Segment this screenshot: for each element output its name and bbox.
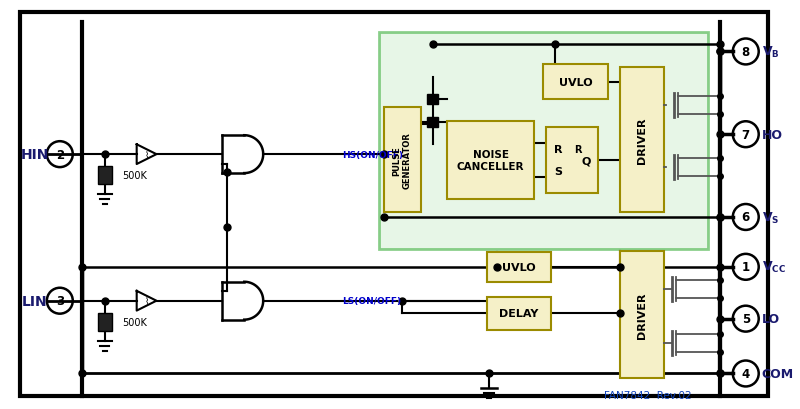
Text: LS(ON/OFF): LS(ON/OFF) <box>342 297 401 306</box>
Text: UVLO: UVLO <box>559 78 593 88</box>
Text: 6: 6 <box>742 211 750 224</box>
Text: HIN: HIN <box>21 148 49 162</box>
Text: DRIVER: DRIVER <box>637 117 647 164</box>
Text: $\mathbf{V_S}$: $\mathbf{V_S}$ <box>762 210 779 225</box>
Text: COM: COM <box>762 367 794 380</box>
Bar <box>446 122 534 200</box>
Text: PULSE
GENERATOR: PULSE GENERATOR <box>393 132 412 189</box>
Text: Q: Q <box>582 156 591 166</box>
Text: LIN: LIN <box>22 294 48 308</box>
Text: 3: 3 <box>56 294 64 308</box>
Bar <box>620 68 664 212</box>
Text: 5: 5 <box>742 312 750 325</box>
Text: R: R <box>574 145 582 155</box>
Text: 500K: 500K <box>122 317 147 327</box>
Text: $\mathbf{V_B}$: $\mathbf{V_B}$ <box>762 45 779 60</box>
Text: $\mathbf{V_{CC}}$: $\mathbf{V_{CC}}$ <box>762 260 786 275</box>
Text: R: R <box>554 145 563 155</box>
Bar <box>379 32 708 249</box>
Bar <box>486 252 551 282</box>
Text: ⌇: ⌇ <box>144 150 149 159</box>
Text: HO: HO <box>762 128 782 142</box>
Text: HS(ON/OFF): HS(ON/OFF) <box>342 150 403 159</box>
Text: NOISE
CANCELLER: NOISE CANCELLER <box>457 150 524 171</box>
Text: DRIVER: DRIVER <box>637 292 647 338</box>
Text: DELAY: DELAY <box>499 308 538 318</box>
Bar <box>384 108 421 212</box>
Text: 4: 4 <box>742 367 750 380</box>
Text: 8: 8 <box>742 46 750 59</box>
Text: 7: 7 <box>742 128 750 142</box>
Bar <box>546 128 598 193</box>
Text: ⌇: ⌇ <box>144 297 149 306</box>
Bar <box>427 118 438 128</box>
Text: LO: LO <box>762 312 780 325</box>
Text: 500K: 500K <box>122 171 147 181</box>
Bar <box>620 251 664 379</box>
Bar <box>98 167 112 184</box>
Bar <box>98 313 112 331</box>
Text: FAN7842  Rev.02: FAN7842 Rev.02 <box>604 391 692 400</box>
Text: 1: 1 <box>742 261 750 274</box>
Bar <box>427 95 438 105</box>
Text: 2: 2 <box>56 148 64 161</box>
Text: S: S <box>554 167 562 177</box>
Bar <box>486 297 551 330</box>
Bar <box>543 65 608 100</box>
Text: UVLO: UVLO <box>502 262 536 272</box>
